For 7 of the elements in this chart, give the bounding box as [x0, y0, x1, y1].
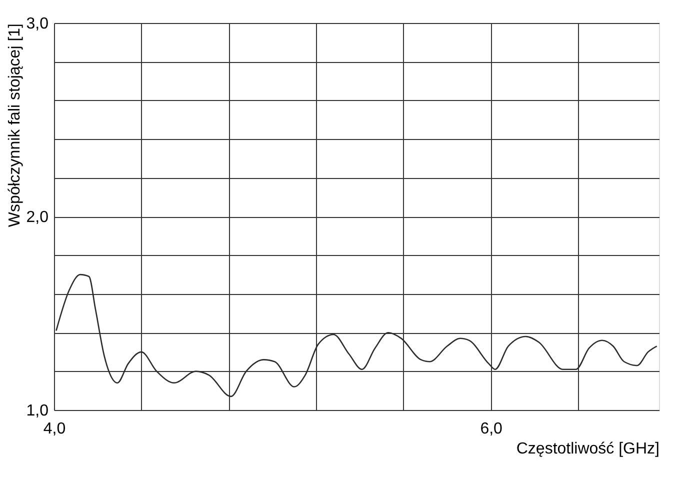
x-tick-label: 4,0	[43, 420, 66, 438]
y-axis-title: Współczynnik fali stojącej [1]	[6, 24, 24, 228]
y-tick-label: 1,0	[26, 402, 49, 420]
y-tick-label: 2,0	[26, 209, 49, 226]
x-axis-title: Częstotliwość [GHz]	[516, 440, 660, 458]
x-tick-label: 6,0	[480, 420, 503, 438]
y-tick-label: 3,0	[26, 16, 49, 32]
